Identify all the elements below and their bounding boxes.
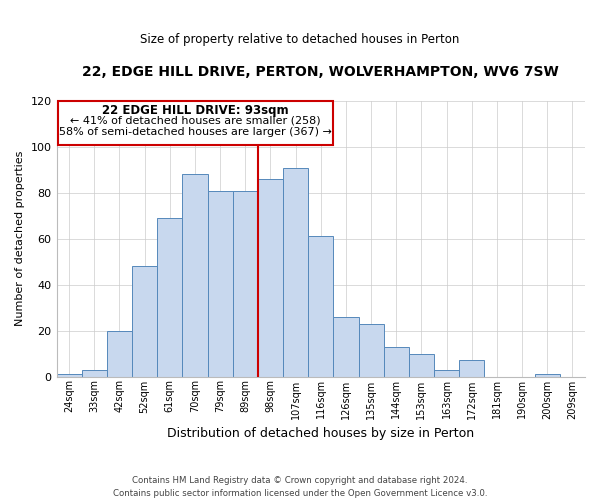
Bar (56, 374, 82, 376)
Bar (459, 360, 484, 376)
Text: ← 41% of detached houses are smaller (258): ← 41% of detached houses are smaller (25… (70, 116, 321, 126)
X-axis label: Distribution of detached houses by size in Perton: Distribution of detached houses by size … (167, 427, 475, 440)
Bar (82, 370, 107, 376)
FancyBboxPatch shape (58, 101, 334, 144)
Bar (182, 174, 208, 376)
Bar (383, 346, 409, 376)
Bar (258, 179, 283, 376)
Bar (157, 218, 182, 376)
Bar (283, 168, 308, 376)
Bar (434, 370, 459, 376)
Title: 22, EDGE HILL DRIVE, PERTON, WOLVERHAMPTON, WV6 7SW: 22, EDGE HILL DRIVE, PERTON, WOLVERHAMPT… (82, 65, 559, 79)
Bar (535, 374, 560, 376)
Text: 22 EDGE HILL DRIVE: 93sqm: 22 EDGE HILL DRIVE: 93sqm (102, 104, 289, 118)
Bar (308, 236, 334, 376)
Bar (334, 317, 359, 376)
Bar (132, 266, 157, 376)
Text: 58% of semi-detached houses are larger (367) →: 58% of semi-detached houses are larger (… (59, 128, 332, 138)
Text: Size of property relative to detached houses in Perton: Size of property relative to detached ho… (140, 32, 460, 46)
Bar (233, 190, 258, 376)
Text: Contains HM Land Registry data © Crown copyright and database right 2024.
Contai: Contains HM Land Registry data © Crown c… (113, 476, 487, 498)
Bar (208, 190, 233, 376)
Bar (409, 354, 434, 376)
Bar (359, 324, 383, 376)
Bar (107, 330, 132, 376)
Y-axis label: Number of detached properties: Number of detached properties (15, 151, 25, 326)
